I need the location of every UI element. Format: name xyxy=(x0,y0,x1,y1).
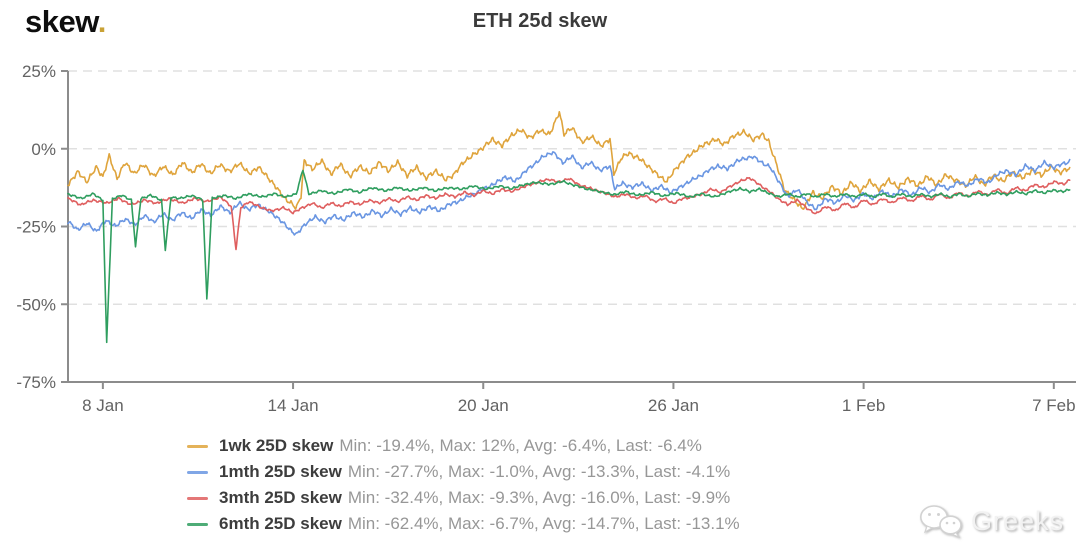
legend-item-3mth-25d-skew[interactable]: 3mth 25D skew Min: -32.4%, Max: -9.3%, A… xyxy=(187,485,740,511)
series-line-3mth-25d-skew xyxy=(67,176,1071,251)
y-tick-label: -25% xyxy=(16,218,56,237)
legend-stats: Min: -62.4%, Max: -6.7%, Avg: -14.7%, La… xyxy=(347,514,740,533)
skew-logo-dot: . xyxy=(97,4,107,39)
y-tick-label: -50% xyxy=(16,295,56,314)
legend-label: 1wk 25D skew xyxy=(219,436,334,455)
legend-swatch-1wk-icon xyxy=(187,444,208,448)
skew-logo: skew. xyxy=(25,4,106,40)
x-tick-label: 1 Feb xyxy=(842,396,885,415)
legend-stats: Min: -32.4%, Max: -9.3%, Avg: -16.0%, La… xyxy=(347,488,731,507)
x-tick-label: 26 Jan xyxy=(648,396,699,415)
legend-label: 1mth 25D skew xyxy=(219,462,342,481)
x-tick-label: 14 Jan xyxy=(268,396,319,415)
legend-label: 6mth 25D skew xyxy=(219,514,342,533)
legend-swatch-3mth-icon xyxy=(187,496,208,500)
x-tick-label: 8 Jan xyxy=(82,396,124,415)
x-tick-label: 20 Jan xyxy=(458,396,509,415)
legend-stats: Min: -19.4%, Max: 12%, Avg: -6.4%, Last:… xyxy=(339,436,702,455)
greeks-watermark: Greeks xyxy=(919,504,1064,538)
watermark-label: Greeks xyxy=(970,505,1064,536)
series-line-1wk-25d-skew xyxy=(67,111,1071,210)
y-tick-label: -75% xyxy=(16,373,56,392)
legend-item-6mth-25d-skew[interactable]: 6mth 25D skew Min: -62.4%, Max: -6.7%, A… xyxy=(187,511,740,537)
legend-swatch-6mth-icon xyxy=(187,522,208,526)
legend-item-1wk-25d-skew[interactable]: 1wk 25D skew Min: -19.4%, Max: 12%, Avg:… xyxy=(187,433,740,459)
y-tick-label: 0% xyxy=(31,140,56,159)
series-line-6mth-25d-skew xyxy=(67,169,1071,344)
page-title: ETH 25d skew xyxy=(472,10,608,32)
legend-swatch-1mth-icon xyxy=(187,470,208,474)
legend-item-1mth-25d-skew[interactable]: 1mth 25D skew Min: -27.7%, Max: -1.0%, A… xyxy=(187,459,740,485)
skew-logo-text: skew xyxy=(25,4,98,39)
chart-plot-area[interactable] xyxy=(68,71,1076,382)
chart-legend: 1wk 25D skew Min: -19.4%, Max: 12%, Avg:… xyxy=(187,433,740,537)
series-line-1mth-25d-skew xyxy=(67,151,1071,236)
x-tick-label: 7 Feb xyxy=(1032,396,1075,415)
legend-label: 3mth 25D skew xyxy=(219,488,342,507)
wechat-icon xyxy=(919,505,962,538)
legend-stats: Min: -27.7%, Max: -1.0%, Avg: -13.3%, La… xyxy=(347,462,731,481)
y-tick-label: 25% xyxy=(22,62,56,81)
